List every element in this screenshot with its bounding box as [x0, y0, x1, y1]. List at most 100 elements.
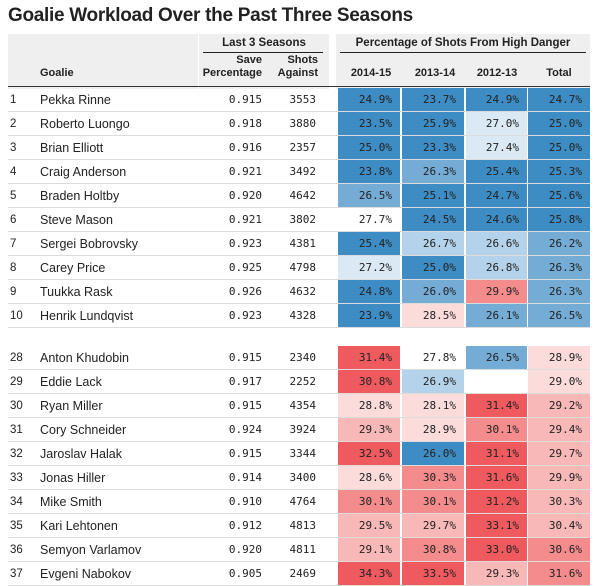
pct-cell-total: 25.3%	[528, 160, 590, 183]
rank-cell: 1	[10, 94, 17, 106]
rank-cell: 29	[10, 376, 23, 388]
group-label-high-danger: Percentage of Shots From High Danger	[355, 37, 571, 49]
row-divider	[8, 159, 590, 160]
goalie-name-cell: Craig Anderson	[40, 165, 127, 179]
shots-against-cell: 2252	[289, 375, 317, 388]
save-pct-cell: 0.926	[228, 285, 262, 298]
pct-cell-2012-13: 26.1%	[466, 304, 527, 327]
goalie-name-cell: Mike Smith	[40, 495, 102, 509]
header-band-pct	[336, 34, 590, 89]
goalie-name-cell: Henrik Lundqvist	[40, 309, 134, 323]
goalie-name-cell: Jaroslav Halak	[40, 447, 122, 461]
pct-cell-2012-13: 33.0%	[466, 538, 527, 561]
table-row: 33 Jonas Hiller 0.914 3400 28.6% 30.3% 31.6% 29…	[0, 466, 600, 490]
pct-cell-2012-13: 26.5%	[466, 346, 527, 369]
col-header-2014-15: 2014-15	[350, 67, 392, 79]
save-pct-cell: 0.916	[228, 141, 262, 154]
row-divider	[8, 369, 590, 370]
pct-cell-2014-15: 23.9%	[338, 304, 400, 327]
group-rule-high-danger	[340, 52, 586, 53]
table-row: 9 Tuukka Rask 0.926 4632 24.8% 26.0% 29.9% 26.3…	[0, 280, 600, 304]
rank-cell: 36	[10, 544, 23, 556]
shots-against-cell: 4811	[289, 543, 317, 556]
pct-cell-2014-15: 31.4%	[338, 346, 400, 369]
save-pct-cell: 0.915	[228, 399, 262, 412]
row-divider	[8, 303, 590, 304]
table-row: 10 Henrik Lundqvist 0.923 4328 23.9% 28.5% 26.…	[0, 304, 600, 328]
goalie-name-cell: Sergei Bobrovsky	[40, 237, 138, 251]
col-header-save-pct-line2: Percentage	[202, 67, 262, 79]
table-row: 28 Anton Khudobin 0.915 2340 31.4% 27.8% 26.5%…	[0, 346, 600, 370]
pct-cell-total: 29.9%	[528, 466, 590, 489]
row-divider	[8, 279, 590, 280]
rank-cell: 28	[10, 352, 23, 364]
pct-cell-2013-14: 26.0%	[402, 280, 464, 303]
table-row: 34 Mike Smith 0.910 4764 30.1% 30.1% 31.2% 30.3…	[0, 490, 600, 514]
chart-title: Goalie Workload Over the Past Three Seas…	[8, 5, 413, 26]
save-pct-cell: 0.923	[228, 237, 262, 250]
pct-cell-total: 30.3%	[528, 490, 590, 513]
shots-against-cell: 2340	[289, 351, 317, 364]
pct-cell-2013-14: 28.5%	[402, 304, 464, 327]
pct-cell-total: 25.0%	[528, 136, 590, 159]
goalie-name-cell: Evgeni Nabokov	[40, 567, 132, 581]
pct-cell-2013-14: 24.5%	[402, 208, 464, 231]
group-rule-last-3-seasons	[203, 52, 323, 53]
goalie-name-cell: Semyon Varlamov	[40, 543, 142, 557]
save-pct-cell: 0.920	[228, 189, 262, 202]
rank-cell: 30	[10, 400, 23, 412]
table-row: 32 Jaroslav Halak 0.915 3344 32.5% 26.0% 31.1%…	[0, 442, 600, 466]
save-pct-cell: 0.920	[228, 543, 262, 556]
pct-cell-2014-15: 24.8%	[338, 280, 400, 303]
pct-cell-2012-13: 31.1%	[466, 442, 527, 465]
table-row: 37 Evgeni Nabokov 0.905 2469 34.3% 33.5% 29.3%…	[0, 562, 600, 586]
pct-cell-total: 29.2%	[528, 394, 590, 417]
col-header-save-pct-line1: Save	[236, 54, 262, 66]
goalie-name-cell: Braden Holtby	[40, 189, 120, 203]
row-divider	[8, 183, 590, 184]
header-rule	[8, 86, 590, 87]
pct-cell-2013-14: 26.3%	[402, 160, 464, 183]
pct-cell-2012-13: 24.6%	[466, 208, 527, 231]
shots-against-cell: 3400	[289, 471, 317, 484]
goalie-name-cell: Brian Elliott	[40, 141, 104, 155]
pct-cell-2012-13	[466, 370, 527, 393]
pct-cell-2013-14: 23.7%	[402, 88, 464, 111]
rank-cell: 32	[10, 448, 23, 460]
rank-cell: 5	[10, 190, 17, 202]
pct-cell-2013-14: 30.3%	[402, 466, 464, 489]
goalie-name-cell: Pekka Rinne	[40, 93, 111, 107]
row-divider	[8, 231, 590, 232]
pct-cell-2013-14: 26.9%	[402, 370, 464, 393]
shots-against-cell: 4642	[289, 189, 317, 202]
table-row: 2 Roberto Luongo 0.918 3880 23.5% 25.9% 27.0% 2…	[0, 112, 600, 136]
shots-against-cell: 4632	[289, 285, 317, 298]
col-header-2012-13: 2012-13	[476, 67, 518, 79]
pct-cell-total: 25.0%	[528, 112, 590, 135]
table-row: 30 Ryan Miller 0.915 4354 28.8% 28.1% 31.4% 29.…	[0, 394, 600, 418]
header-band-last3	[199, 34, 329, 89]
goalie-name-cell: Eddie Lack	[40, 375, 102, 389]
table-row: 6 Steve Mason 0.921 3802 27.7% 24.5% 24.6% 25.8…	[0, 208, 600, 232]
goalie-name-cell: Kari Lehtonen	[40, 519, 118, 533]
rank-cell: 2	[10, 118, 17, 130]
save-pct-cell: 0.915	[228, 447, 262, 460]
pct-cell-2013-14: 27.8%	[422, 351, 456, 364]
row-divider	[8, 465, 590, 466]
row-divider	[8, 393, 590, 394]
pct-cell-total: 25.6%	[528, 184, 590, 207]
col-header-total: Total	[546, 67, 572, 79]
pct-cell-2012-13: 27.0%	[466, 112, 527, 135]
shots-against-cell: 4813	[289, 519, 317, 532]
pct-cell-2013-14: 26.7%	[402, 232, 464, 255]
shots-against-cell: 2357	[289, 141, 317, 154]
rank-cell: 10	[10, 310, 23, 322]
pct-cell-2012-13: 31.2%	[466, 490, 527, 513]
table-row: 4 Craig Anderson 0.921 3492 23.8% 26.3% 25.4% 2…	[0, 160, 600, 184]
shots-against-cell: 3553	[289, 93, 317, 106]
pct-cell-2013-14: 26.0%	[402, 442, 464, 465]
header-band-left	[8, 34, 198, 89]
goalie-name-cell: Cory Schneider	[40, 423, 127, 437]
pct-cell-2012-13: 31.4%	[466, 394, 527, 417]
save-pct-cell: 0.921	[228, 213, 262, 226]
